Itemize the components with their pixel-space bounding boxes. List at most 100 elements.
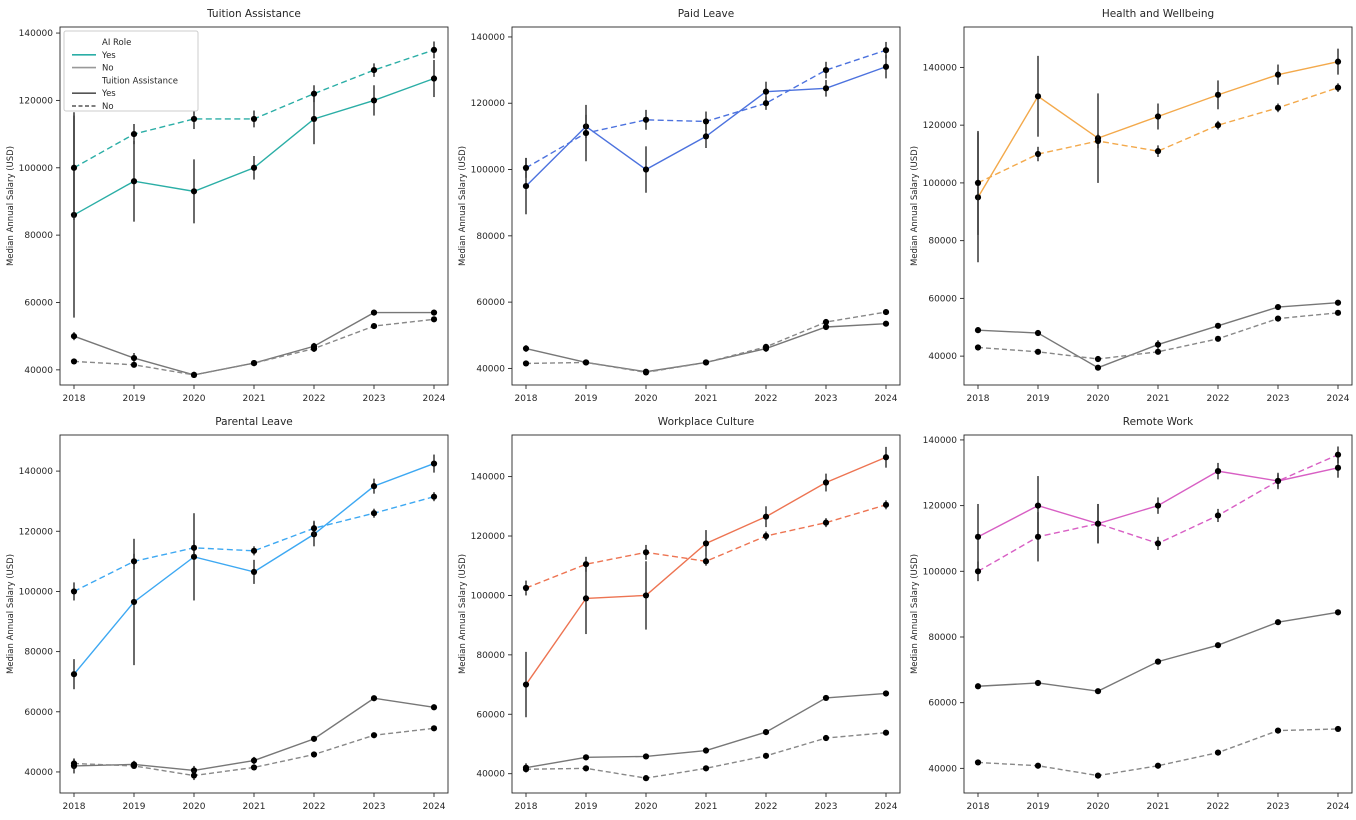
subplot-tuition-assistance: 40000 60000 80000 100000 120000 140000 2018 201… (6, 8, 449, 404)
y-tick-label: 60000 (476, 298, 505, 308)
x-tick-label: 2022 (303, 802, 326, 812)
data-point (430, 704, 438, 711)
data-point (1274, 619, 1282, 626)
data-point (1274, 104, 1282, 111)
data-point (130, 558, 138, 565)
data-point (1274, 727, 1282, 734)
y-tick-label: 40000 (476, 770, 505, 780)
data-point (190, 553, 198, 560)
data-point (702, 133, 710, 140)
y-tick-label: 80000 (928, 237, 957, 247)
x-tick-label: 2023 (1267, 802, 1290, 812)
data-point (1154, 658, 1162, 665)
subplot-paid-leave: 40000 60000 80000 100000 120000 140000 2018 201… (458, 8, 901, 404)
data-point (1214, 749, 1222, 756)
data-point (522, 360, 530, 367)
data-point (974, 533, 982, 540)
data-point (882, 729, 890, 736)
data-point (522, 766, 530, 773)
data-point (974, 344, 982, 351)
data-point (822, 85, 830, 92)
series-line (525, 692, 887, 769)
series-line (977, 60, 1339, 198)
data-point (762, 728, 770, 736)
data-point (1214, 122, 1222, 129)
data-point (430, 725, 438, 732)
y-tick-label: 60000 (24, 708, 53, 718)
data-point (190, 188, 198, 195)
legend-item-label: Yes (101, 89, 116, 99)
data-point (250, 164, 258, 171)
data-point (310, 345, 318, 352)
x-tick-label: 2018 (515, 394, 538, 404)
data-point (1094, 688, 1102, 695)
x-tick-label: 2020 (1087, 394, 1110, 404)
y-tick-label: 100000 (19, 164, 54, 174)
chart-parental-leave: 40000 60000 80000 100000 120000 140000 2018 201… (0, 408, 452, 816)
data-point (822, 519, 830, 526)
data-point (974, 327, 982, 334)
data-point (582, 359, 590, 366)
x-tick-label: 2018 (967, 802, 990, 812)
x-tick-label: 2020 (1087, 802, 1110, 812)
x-tick-label: 2022 (755, 394, 778, 404)
data-point (882, 501, 890, 508)
legend-group-title: Tuition Assistance (101, 76, 178, 86)
data-point (642, 592, 650, 599)
data-point (822, 694, 830, 702)
data-point (974, 568, 982, 575)
y-tick-label: 140000 (19, 467, 54, 477)
x-tick-label: 2018 (63, 802, 86, 812)
plot-frame (511, 26, 901, 386)
x-tick-label: 2018 (63, 394, 86, 404)
data-point (1034, 679, 1042, 687)
data-point (430, 493, 438, 500)
data-point (1154, 341, 1162, 348)
y-axis-label: Median Annual Salary (USD) (6, 554, 16, 674)
data-point (1334, 609, 1342, 616)
data-point (702, 747, 710, 754)
y-tick-label: 40000 (928, 764, 957, 774)
data-point (1154, 540, 1162, 547)
data-point (310, 525, 318, 532)
data-point (1094, 520, 1102, 527)
subplot-parental-leave: 40000 60000 80000 100000 120000 140000 2018 201… (6, 416, 449, 812)
data-point (702, 558, 710, 565)
y-tick-label: 140000 (19, 29, 54, 39)
data-point (1334, 299, 1342, 306)
series-line (977, 302, 1339, 369)
y-tick-label: 100000 (471, 166, 506, 176)
y-tick-label: 140000 (923, 63, 958, 73)
data-point (1154, 113, 1162, 120)
data-point (1214, 335, 1222, 342)
data-point (370, 67, 378, 74)
data-point (522, 681, 530, 688)
data-point (370, 695, 378, 702)
data-point (642, 549, 650, 556)
data-point (642, 116, 650, 123)
data-point (1214, 322, 1222, 329)
y-tick-label: 120000 (923, 502, 958, 512)
data-point (1214, 468, 1222, 475)
data-point (762, 532, 770, 540)
data-point (1334, 464, 1342, 471)
x-tick-label: 2020 (635, 802, 658, 812)
data-point (522, 183, 530, 190)
y-tick-label: 60000 (476, 710, 505, 720)
x-tick-label: 2019 (123, 802, 146, 812)
legend-item-label: No (102, 64, 114, 74)
x-tick-label: 2023 (815, 802, 838, 812)
data-point (1334, 309, 1342, 316)
series-line (977, 611, 1339, 692)
data-point (130, 354, 138, 362)
y-tick-label: 100000 (19, 587, 54, 597)
plot-frame (963, 434, 1353, 794)
x-tick-label: 2021 (1147, 394, 1170, 404)
data-point (370, 732, 378, 739)
data-point (882, 308, 890, 316)
chart-health-and-wellbeing: 40000 60000 80000 100000 120000 140000 2018 201… (904, 0, 1356, 408)
data-point (702, 540, 710, 547)
x-tick-label: 2022 (755, 802, 778, 812)
data-point (702, 765, 710, 772)
